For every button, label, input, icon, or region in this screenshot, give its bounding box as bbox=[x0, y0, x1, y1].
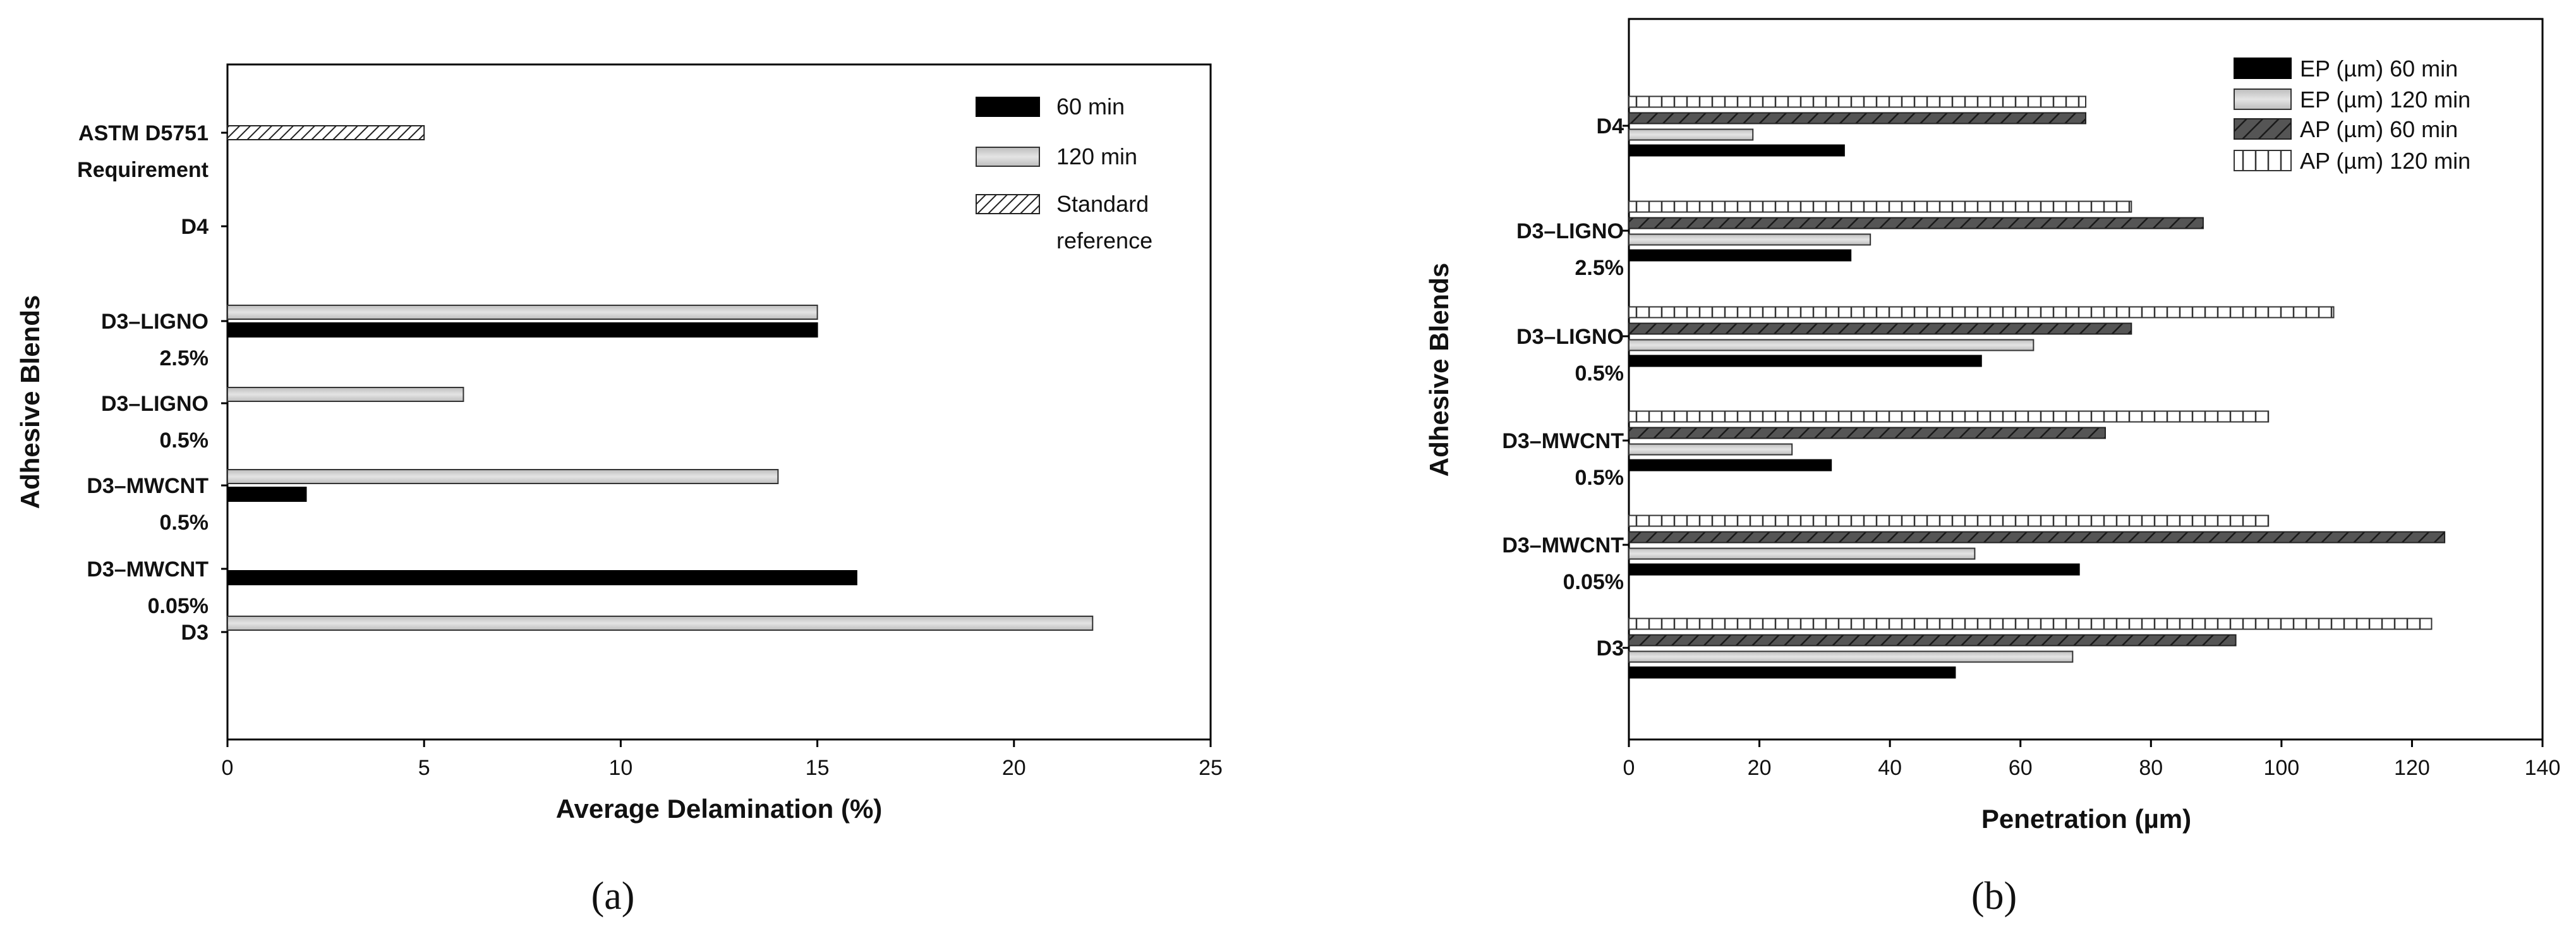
plot-frame-b bbox=[1628, 18, 2544, 741]
category-label-b-4: D3–MWCNT 0.05% bbox=[1502, 533, 1624, 594]
legend-swatch-b-ap-m-60-min bbox=[2234, 118, 2292, 140]
bar-b-ap-m-60-min-2 bbox=[1628, 322, 2132, 335]
bar-b-ep-m-60-min-5 bbox=[1628, 666, 1956, 679]
x-axis-label-a: Average Delamination (%) bbox=[556, 794, 883, 824]
bar-b-ap-m-60-min-1 bbox=[1628, 217, 2204, 229]
x-tick-label-b: 100 bbox=[2263, 756, 2299, 780]
legend-swatch-a-standard-reference bbox=[976, 194, 1040, 214]
legend-label-a-standard-reference: Standard reference bbox=[1056, 191, 1152, 253]
x-tick-label-b: 40 bbox=[1878, 756, 1902, 780]
bar-a-120-min-6 bbox=[227, 616, 1094, 631]
category-label-a-4: D3–MWCNT 0.5% bbox=[87, 474, 209, 535]
bar-b-ap-m-120-min-3 bbox=[1628, 410, 2270, 423]
x-tick-label-b: 80 bbox=[2139, 756, 2163, 780]
y-axis-label-b: Adhesive Blends bbox=[1424, 263, 1454, 477]
bar-b-ep-m-60-min-2 bbox=[1628, 355, 1982, 367]
x-tick-label-b: 20 bbox=[1748, 756, 1772, 780]
bar-b-ep-m-120-min-2 bbox=[1628, 339, 2035, 351]
bar-a-120-min-4 bbox=[227, 469, 779, 484]
category-label-a-2: D3–LIGNO 2.5% bbox=[101, 310, 209, 370]
category-label-a-1: D4 bbox=[181, 215, 209, 239]
x-tick-label-a: 15 bbox=[806, 756, 830, 780]
bar-b-ap-m-120-min-0 bbox=[1628, 95, 2086, 108]
panel-label-a: (a) bbox=[591, 875, 635, 918]
legend-swatch-b-ap-m-120-min bbox=[2234, 150, 2292, 171]
category-label-b-5: D3 bbox=[1597, 636, 1624, 660]
bar-b-ep-m-60-min-0 bbox=[1628, 144, 1845, 157]
bar-a-60-min-5 bbox=[227, 570, 857, 585]
bar-b-ep-m-60-min-3 bbox=[1628, 459, 1832, 472]
bar-b-ep-m-120-min-0 bbox=[1628, 128, 1754, 141]
legend-label-b-ap-m-120-min: AP (µm) 120 min bbox=[2300, 148, 2470, 174]
bar-b-ep-m-120-min-4 bbox=[1628, 547, 1976, 560]
category-label-a-0: ASTM D5751 Requirement bbox=[77, 121, 209, 182]
bar-b-ap-m-60-min-4 bbox=[1628, 531, 2446, 544]
bar-b-ap-m-60-min-0 bbox=[1628, 112, 2086, 125]
bar-b-ep-m-60-min-1 bbox=[1628, 249, 1852, 262]
legend-swatch-a-60-min bbox=[976, 97, 1040, 117]
x-tick-label-a: 20 bbox=[1002, 756, 1026, 780]
category-label-b-0: D4 bbox=[1597, 114, 1624, 138]
x-tick-label-b: 120 bbox=[2394, 756, 2430, 780]
x-tick-label-b: 140 bbox=[2525, 756, 2561, 780]
x-tick-label-b: 0 bbox=[1623, 756, 1635, 780]
category-label-b-3: D3–MWCNT 0.5% bbox=[1502, 429, 1624, 490]
legend-label-b-ep-m-60-min: EP (µm) 60 min bbox=[2300, 56, 2458, 82]
bar-b-ap-m-120-min-1 bbox=[1628, 200, 2132, 213]
bar-a-120-min-2 bbox=[227, 305, 818, 320]
bar-a-standard-reference-0 bbox=[227, 125, 425, 140]
legend-label-a-120-min: 120 min bbox=[1056, 143, 1137, 169]
bar-b-ap-m-60-min-5 bbox=[1628, 634, 2237, 647]
legend-swatch-b-ep-m-120-min bbox=[2234, 88, 2292, 110]
legend-label-a-60-min: 60 min bbox=[1056, 94, 1125, 119]
x-tick-label-b: 60 bbox=[2009, 756, 2033, 780]
bar-a-60-min-4 bbox=[227, 487, 307, 502]
x-axis-label-b: Penetration (µm) bbox=[1981, 804, 2191, 834]
x-tick-label-a: 0 bbox=[222, 756, 234, 780]
panel-b: 0 20 40 60 80 100 120 140 D4 D3–LIGNO 2.5% D3–LIGN… bbox=[1424, 18, 2561, 918]
category-label-a-6: D3 bbox=[181, 621, 209, 645]
legend-swatch-b-ep-m-60-min bbox=[2234, 58, 2292, 79]
category-label-a-5: D3–MWCNT 0.05% bbox=[87, 557, 209, 618]
legend-swatch-a-120-min bbox=[976, 147, 1040, 167]
category-label-b-1: D3–LIGNO 2.5% bbox=[1516, 219, 1624, 280]
bar-b-ap-m-120-min-5 bbox=[1628, 618, 2433, 630]
legend-label-b-ep-m-120-min: EP (µm) 120 min bbox=[2300, 87, 2470, 113]
category-label-b-2: D3–LIGNO 0.5% bbox=[1516, 325, 1624, 386]
bar-b-ap-m-60-min-3 bbox=[1628, 427, 2106, 439]
bar-a-60-min-2 bbox=[227, 322, 818, 338]
bar-b-ep-m-60-min-4 bbox=[1628, 563, 2080, 576]
panel-label-b: (b) bbox=[1971, 875, 2017, 918]
bar-a-120-min-3 bbox=[227, 387, 464, 402]
x-tick-label-a: 10 bbox=[608, 756, 632, 780]
y-axis-label-a: Adhesive Blends bbox=[15, 295, 45, 509]
bar-b-ep-m-120-min-3 bbox=[1628, 443, 1793, 456]
x-tick-label-a: 25 bbox=[1199, 756, 1223, 780]
panel-a: 0 5 10 15 20 25 ASTM D5751 Requirement D4 D3–LIG… bbox=[15, 63, 1223, 918]
bar-b-ep-m-120-min-1 bbox=[1628, 233, 1872, 246]
category-label-a-3: D3–LIGNO 0.5% bbox=[101, 392, 209, 453]
bar-b-ap-m-120-min-2 bbox=[1628, 306, 2335, 319]
legend-label-b-ap-m-60-min: AP (µm) 60 min bbox=[2300, 116, 2458, 142]
bar-b-ep-m-120-min-5 bbox=[1628, 650, 2074, 663]
bar-b-ap-m-120-min-4 bbox=[1628, 514, 2270, 527]
x-tick-label-a: 5 bbox=[418, 756, 430, 780]
